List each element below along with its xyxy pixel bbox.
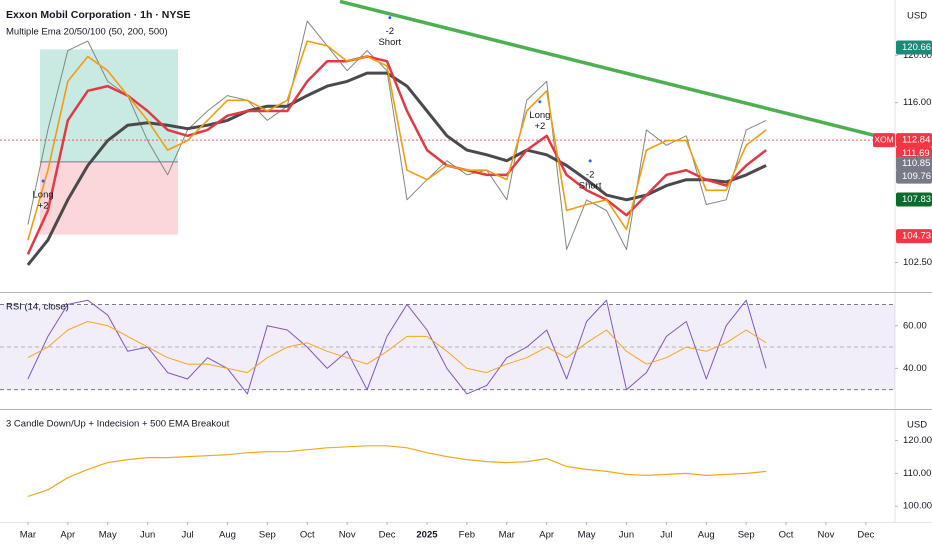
price-label-text: 109.76 (902, 171, 931, 182)
annotation-anchor (388, 16, 392, 20)
price-label (896, 192, 932, 207)
y-tick-label: 110.00 (903, 468, 931, 479)
x-tick-label: Mar (20, 530, 36, 541)
x-tick-label: Apr (539, 530, 554, 541)
y-tick-label: 102.50 (903, 257, 932, 268)
price-label (896, 229, 932, 244)
y-tick-label: 120.00 (903, 435, 932, 446)
price-label-text: 104.73 (902, 231, 931, 242)
annotation-text: -2 (586, 169, 594, 180)
series-line (26, 71, 767, 266)
position-stop-zone (39, 161, 178, 235)
x-tick-label: Aug (698, 530, 715, 541)
x-tick-label: Aug (219, 530, 236, 541)
x-tick-label: Nov (339, 530, 356, 541)
series-line (27, 299, 767, 395)
x-tick-label: Mar (499, 530, 515, 541)
annotation-text: -2 (386, 26, 394, 37)
pane-title: 3 Candle Down/Up + Indecision + 500 EMA … (6, 419, 230, 430)
annotation-text: Long (529, 110, 550, 121)
x-tick-label: Dec (379, 530, 396, 541)
y-tick-label: 116.00 (903, 97, 931, 108)
x-tick-label: Sep (259, 530, 276, 541)
annotation-text: +2 (38, 201, 49, 212)
y-tick-label: 120.00 (903, 50, 932, 61)
annotation-text: Short (579, 180, 602, 191)
x-tick-label: Dec (857, 530, 874, 541)
series-line (27, 445, 767, 497)
price-label-text: 111.69 (902, 148, 930, 159)
series-line (26, 55, 767, 255)
x-tick-label: Jun (619, 530, 634, 541)
annotation-text: +2 (534, 121, 545, 132)
position-target-zone (39, 49, 178, 162)
last-price-label-text: 112.84 (902, 135, 930, 146)
pane-title: Exxon Mobil Corporation · 1h · NYSE (6, 9, 190, 21)
last-price-label (896, 133, 932, 148)
x-tick-label: May (578, 530, 596, 541)
x-tick-label: Jul (181, 530, 193, 541)
series-line (27, 321, 767, 374)
axis-unit: USD (907, 11, 927, 22)
axis-unit: USD (907, 420, 927, 431)
price-label-text: 120.66 (902, 42, 931, 53)
annotation-text: Long (33, 190, 54, 201)
x-tick-label: Oct (779, 530, 794, 541)
x-tick-label: Jul (660, 530, 672, 541)
annotation-anchor (41, 179, 45, 183)
x-tick-label: May (99, 530, 117, 541)
annotation-text: Short (378, 37, 401, 48)
annotation-anchor (538, 100, 542, 104)
x-tick-label: Jun (140, 530, 155, 541)
annotation-anchor (588, 159, 592, 163)
x-tick-label: Oct (300, 530, 315, 541)
price-label-text: 107.83 (902, 194, 931, 205)
price-label (896, 40, 932, 55)
symbol-tag-text: XOM (874, 134, 893, 144)
price-label (896, 156, 932, 171)
x-tick-label: Feb (459, 530, 475, 541)
x-tick-label: 2025 (416, 530, 438, 541)
x-tick-label: Apr (60, 530, 75, 541)
x-tick-label: Sep (738, 530, 755, 541)
trendline (339, 0, 896, 143)
price-label (896, 169, 932, 184)
series-line (27, 20, 767, 250)
pane-subtitle: Multiple Ema 20/50/100 (50, 200, 500) (6, 27, 168, 38)
y-tick-label: 100.00 (903, 501, 932, 512)
y-tick-label: 40.00 (903, 363, 927, 374)
price-label-text: 110.85 (902, 158, 930, 169)
x-tick-label: Nov (818, 530, 835, 541)
y-tick-label: 60.00 (903, 320, 927, 331)
pane-title: RSI (14, close) (6, 302, 69, 313)
symbol-tag (873, 133, 895, 148)
series-line (27, 40, 767, 241)
